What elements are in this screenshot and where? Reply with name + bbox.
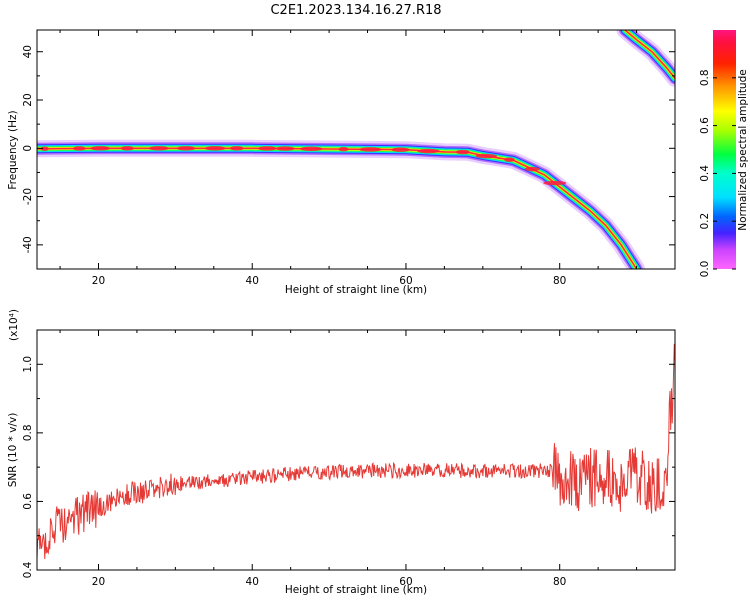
snr-x-tick-label: 20 bbox=[92, 576, 105, 588]
spectrogram-hotspot bbox=[229, 146, 244, 151]
spectrogram-hotspot bbox=[455, 149, 470, 155]
spectrogram-hotspot bbox=[72, 146, 86, 151]
snr-y-scale-label: (x10⁴) bbox=[8, 309, 20, 341]
colorbar-tick-label: 0.8 bbox=[699, 69, 711, 86]
spectrogram-hotspot bbox=[358, 147, 382, 152]
spectrogram-hotspot bbox=[417, 148, 440, 154]
colorbar-tick-label: 0.0 bbox=[699, 261, 711, 278]
spectrogram-hotspot bbox=[275, 146, 295, 151]
snr-frame bbox=[36, 329, 676, 571]
spectrogram-hotspot bbox=[257, 146, 277, 151]
spectrogram-y-tick-label: 0 bbox=[22, 145, 34, 152]
snr-y-axis: 0.4 0.6 0.8 1.0 bbox=[22, 329, 675, 578]
spectrogram-x-tick-label: 20 bbox=[92, 275, 105, 287]
spectrogram-hotspot bbox=[504, 157, 515, 162]
spectrogram-ridge-0-layer-0 bbox=[37, 139, 646, 269]
spectrogram-hotspot bbox=[299, 146, 323, 152]
spectrogram-hotspot bbox=[148, 146, 169, 151]
spectrogram-ridge-0-layer-3 bbox=[37, 144, 641, 269]
spectrogram-x-tick-label: 80 bbox=[553, 275, 566, 287]
snr-x-tick-label: 80 bbox=[553, 576, 566, 588]
colorbar: 0.0 0.2 0.4 0.6 0.8 Normalized spectral ampl… bbox=[699, 30, 749, 277]
colorbar-ticks: 0.0 0.2 0.4 0.6 0.8 bbox=[699, 69, 736, 277]
snr-panel: 20 40 60 80 0.4 0.6 0.8 1.0 Height of straight… bbox=[7, 309, 676, 596]
spectrogram-x-label: Height of straight line (km) bbox=[285, 284, 427, 296]
spectrogram-x-axis: 20 40 60 80 bbox=[59, 30, 676, 287]
spectrogram-hotspot bbox=[475, 153, 497, 159]
spectrogram-y-axis: -40 -20 0 20 40 bbox=[22, 45, 675, 270]
snr-y-label: SNR (10 * v/v) bbox=[7, 413, 19, 488]
colorbar-label: Normalized spectral amplitude bbox=[737, 69, 749, 230]
snr-x-tick-label: 60 bbox=[399, 576, 412, 588]
colorbar-tick-label: 0.2 bbox=[699, 213, 711, 230]
spectrogram-panel: 20 40 60 80 -40 -20 0 20 40 Height of straight … bbox=[7, 29, 676, 296]
spectrogram-x-tick-label: 40 bbox=[246, 275, 259, 287]
spectrogram-hotspot bbox=[543, 180, 567, 186]
spectrogram-ridge-1-layer-6 bbox=[624, 30, 675, 80]
spectrogram-y-tick-label: -20 bbox=[22, 188, 34, 205]
spectrogram-ridge-0-layer-4 bbox=[37, 145, 640, 269]
spectrogram-hotspot bbox=[90, 146, 111, 151]
spectrogram-ridge-0-layer-6 bbox=[37, 147, 638, 269]
spectrogram-y-label: Frequency (Hz) bbox=[7, 110, 19, 189]
snr-y-tick-label: 0.4 bbox=[22, 561, 34, 578]
snr-x-axis: 20 40 60 80 bbox=[59, 330, 676, 588]
snr-y-tick-label: 0.8 bbox=[22, 425, 34, 442]
spectrogram-hotspot bbox=[176, 146, 196, 151]
snr-x-label: Height of straight line (km) bbox=[285, 584, 427, 596]
spectrogram-hotspot bbox=[120, 146, 135, 151]
colorbar-tick-label: 0.4 bbox=[699, 165, 711, 182]
snr-y-tick-label: 0.6 bbox=[22, 493, 34, 510]
spectrogram-hotspot bbox=[40, 146, 49, 151]
spectrogram-y-tick-label: 40 bbox=[22, 45, 34, 58]
spectrogram-hotspot bbox=[524, 166, 540, 172]
colorbar-tick-label: 0.6 bbox=[699, 117, 711, 134]
spectrogram-y-tick-label: 20 bbox=[22, 93, 34, 106]
snr-series-line bbox=[37, 343, 675, 560]
colorbar-gradient bbox=[713, 30, 736, 269]
snr-y-tick-label: 1.0 bbox=[22, 356, 34, 373]
spectrogram-hotspot bbox=[204, 146, 226, 151]
spectrogram-ridge-0-layer-2 bbox=[37, 143, 642, 269]
spectrogram-ridges bbox=[37, 30, 675, 269]
spectrogram-frame bbox=[36, 29, 676, 270]
spectrogram-ridge-0-layer-5 bbox=[37, 146, 639, 269]
spectrogram-y-tick-label: -40 bbox=[22, 236, 34, 253]
figure-title: C2E1.2023.134.16.27.R18 bbox=[270, 3, 441, 18]
spectrogram-x-tick-label: 60 bbox=[399, 275, 412, 287]
snr-x-tick-label: 40 bbox=[246, 576, 259, 588]
spectrogram-hotspot bbox=[338, 146, 349, 152]
spectrogram-hotspot bbox=[391, 147, 410, 152]
spectrogram-ridge-0-layer-1 bbox=[37, 142, 643, 269]
